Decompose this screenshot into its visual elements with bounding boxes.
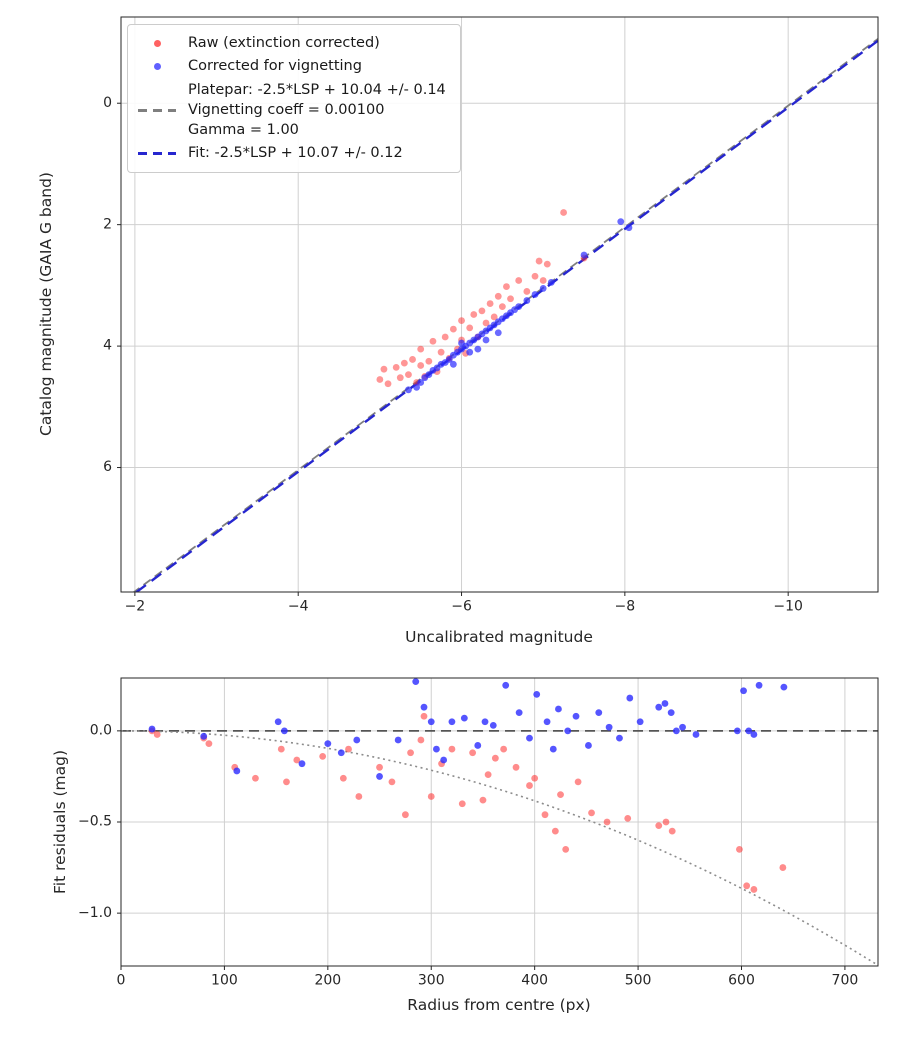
legend-entry-raw: Raw (extinction corrected): [136, 33, 446, 53]
legend-label-platepar: Platepar: -2.5*LSP + 10.04 +/- 0.14 Vign…: [188, 80, 446, 141]
legend-label-raw: Raw (extinction corrected): [188, 35, 380, 51]
blue-dashed-line-marker-icon: [138, 152, 176, 156]
legend-label-fit: Fit: -2.5*LSP + 10.07 +/- 0.12: [188, 145, 403, 162]
marker-cell: [136, 39, 178, 47]
top-y-axis-label: Catalog magnitude (GAIA G band): [37, 172, 55, 436]
platepar-line-2: Vignetting coeff = 0.00100: [188, 101, 385, 118]
legend-entry-fit: Fit: -2.5*LSP + 10.07 +/- 0.12: [136, 143, 446, 163]
legend-entry-corrected: Corrected for vignetting: [136, 56, 446, 76]
bottom-y-axis-label: Fit residuals (mag): [51, 749, 69, 895]
marker-cell: [136, 152, 178, 156]
blue-dot-marker-icon: [153, 62, 161, 70]
marker-cell: [136, 62, 178, 70]
top-x-axis-label: Uncalibrated magnitude: [405, 628, 593, 646]
marker-cell: [136, 108, 178, 112]
legend-label-corrected: Corrected for vignetting: [188, 58, 362, 75]
platepar-line-1: Platepar: -2.5*LSP + 10.04 +/- 0.14: [188, 81, 446, 98]
legend: Raw (extinction corrected) Corrected for…: [127, 24, 461, 173]
legend-entry-platepar: Platepar: -2.5*LSP + 10.04 +/- 0.14 Vign…: [136, 80, 446, 141]
bottom-x-axis-label: Radius from centre (px): [407, 996, 591, 1014]
red-dot-marker-icon: [153, 39, 161, 47]
platepar-line-3: Gamma = 1.00: [188, 122, 299, 139]
gray-dashed-line-marker-icon: [138, 108, 176, 112]
